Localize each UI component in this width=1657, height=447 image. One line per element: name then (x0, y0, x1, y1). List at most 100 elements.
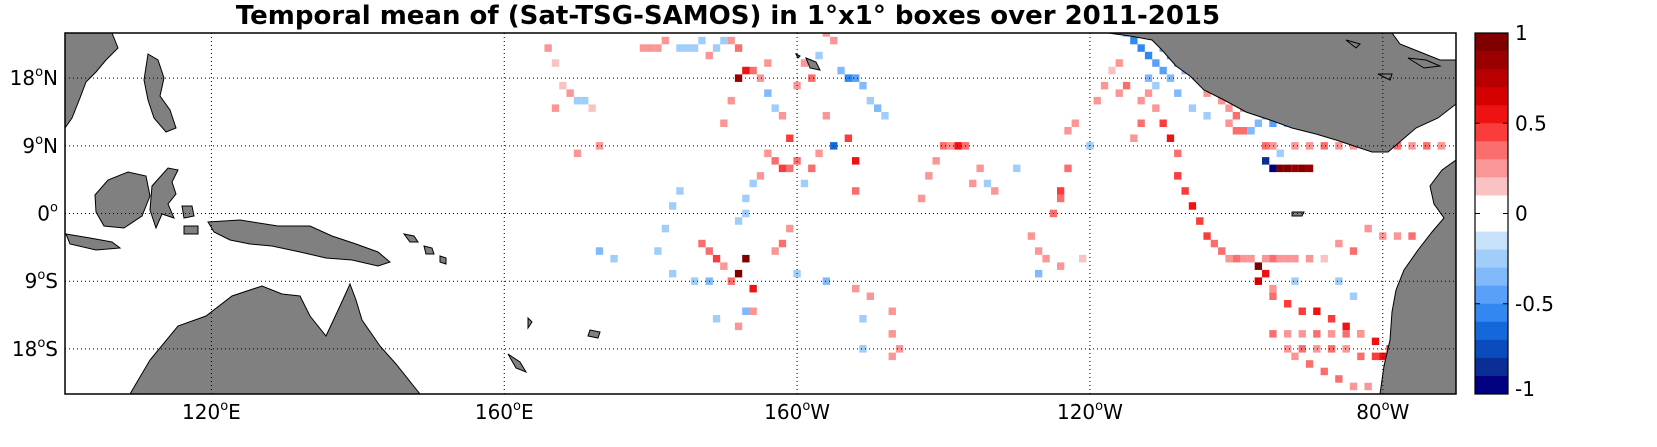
data-cell (1108, 66, 1116, 75)
data-cell (1042, 254, 1050, 263)
data-cell (727, 36, 735, 45)
data-cell (1064, 127, 1072, 135)
data-cell (866, 292, 875, 301)
data-cell (1254, 262, 1263, 270)
tick-degree: 80 (1356, 400, 1381, 424)
data-cell (639, 44, 648, 52)
data-cell (800, 59, 809, 67)
data-cell (800, 179, 809, 188)
data-cell (734, 44, 743, 52)
data-cell (1379, 232, 1387, 240)
data-cell (1254, 277, 1263, 285)
data-cell (1269, 119, 1277, 128)
land-java-bali (65, 233, 122, 251)
data-cell (1335, 142, 1343, 150)
data-cell (844, 134, 853, 143)
map-panel: 120oE 160oE 160oW 120oW 80oW 18oN9oN0o9oS18o… (10, 32, 1457, 424)
longitude-tick-labels: 120oE 160oE 160oW 120oW 80oW (182, 399, 1410, 424)
data-cell (1327, 330, 1336, 338)
colorbar-swatch (1475, 339, 1508, 359)
data-cell (917, 194, 926, 203)
tick-degree-mark: o (220, 399, 228, 414)
data-cell (786, 224, 794, 233)
tick-hemisphere: W (1390, 400, 1410, 424)
data-cell (720, 36, 728, 45)
data-cell (1137, 44, 1145, 52)
data-cell (925, 172, 933, 180)
data-cell (1364, 382, 1372, 391)
data-cell (1210, 239, 1219, 248)
data-cell (1327, 315, 1336, 323)
colorbar-swatches (1475, 33, 1508, 395)
data-cell (1203, 112, 1211, 120)
data-cell (690, 44, 699, 52)
longitude-tick-label: 160oE (475, 399, 534, 424)
tick-degree-mark: o (1095, 399, 1103, 414)
data-cell (1254, 119, 1263, 128)
data-cell (764, 59, 772, 67)
data-cell (778, 239, 787, 248)
data-cell (1262, 269, 1270, 278)
colorbar-swatch (1475, 105, 1508, 124)
data-cell (1130, 36, 1138, 45)
data-cell (1379, 352, 1387, 361)
data-cell (720, 262, 728, 270)
data-cell (1357, 352, 1365, 361)
data-cell (742, 307, 750, 316)
colorbar-tick-label: -1 (1515, 377, 1535, 401)
data-cell (1262, 157, 1270, 165)
data-cell (1093, 96, 1101, 105)
tick-degree-mark: o (513, 399, 521, 414)
colorbar-swatch (1475, 159, 1508, 178)
data-cell (1284, 345, 1292, 353)
data-cell (683, 44, 691, 52)
data-cell (764, 149, 772, 158)
colorbar-tick-label: 0 (1515, 202, 1528, 226)
data-cell (815, 149, 823, 158)
data-cell (1305, 360, 1314, 368)
data-cell (734, 269, 743, 278)
data-cell (1284, 164, 1292, 173)
colorbar-swatch (1475, 195, 1508, 214)
data-cell (1181, 187, 1189, 195)
data-cell (764, 89, 772, 97)
data-cell (573, 96, 582, 105)
colorbar-swatch (1475, 249, 1508, 269)
tick-degree-mark: o (802, 399, 810, 414)
data-cell (1203, 89, 1211, 97)
colorbar-swatch (1475, 177, 1508, 196)
land-layer (65, 33, 1456, 394)
data-cell (830, 36, 838, 45)
tick-degree: 0 (37, 202, 50, 226)
data-cell (1188, 202, 1197, 210)
data-cell (815, 51, 823, 60)
data-cell (778, 112, 787, 120)
data-cell (1144, 74, 1153, 82)
data-cell (1225, 254, 1233, 263)
land-australia (129, 282, 421, 394)
data-cell (1291, 164, 1299, 173)
data-cell (1320, 142, 1328, 150)
longitude-tick-label: 120oE (182, 399, 241, 424)
colorbar-tick-label: 0.5 (1515, 111, 1547, 135)
data-cell (1284, 254, 1292, 263)
tick-degree: 18 (12, 337, 37, 361)
data-cell (581, 96, 589, 105)
data-cell (1408, 142, 1416, 150)
colorbar-swatch (1475, 51, 1508, 70)
colorbar-swatch (1475, 69, 1508, 88)
data-cell (1335, 239, 1343, 248)
tick-hemisphere: W (1103, 400, 1123, 424)
data-cell (756, 172, 765, 180)
data-cell (822, 112, 831, 120)
tick-hemisphere: E (228, 400, 241, 424)
data-cell (859, 315, 867, 323)
colorbar-swatch (1475, 141, 1508, 160)
data-cell (1327, 345, 1336, 353)
data-cell (1291, 352, 1299, 361)
data-cell (1232, 254, 1241, 263)
data-cell (749, 284, 757, 293)
data-cell (1174, 89, 1182, 97)
data-cell (852, 157, 860, 165)
data-cell (676, 44, 684, 52)
